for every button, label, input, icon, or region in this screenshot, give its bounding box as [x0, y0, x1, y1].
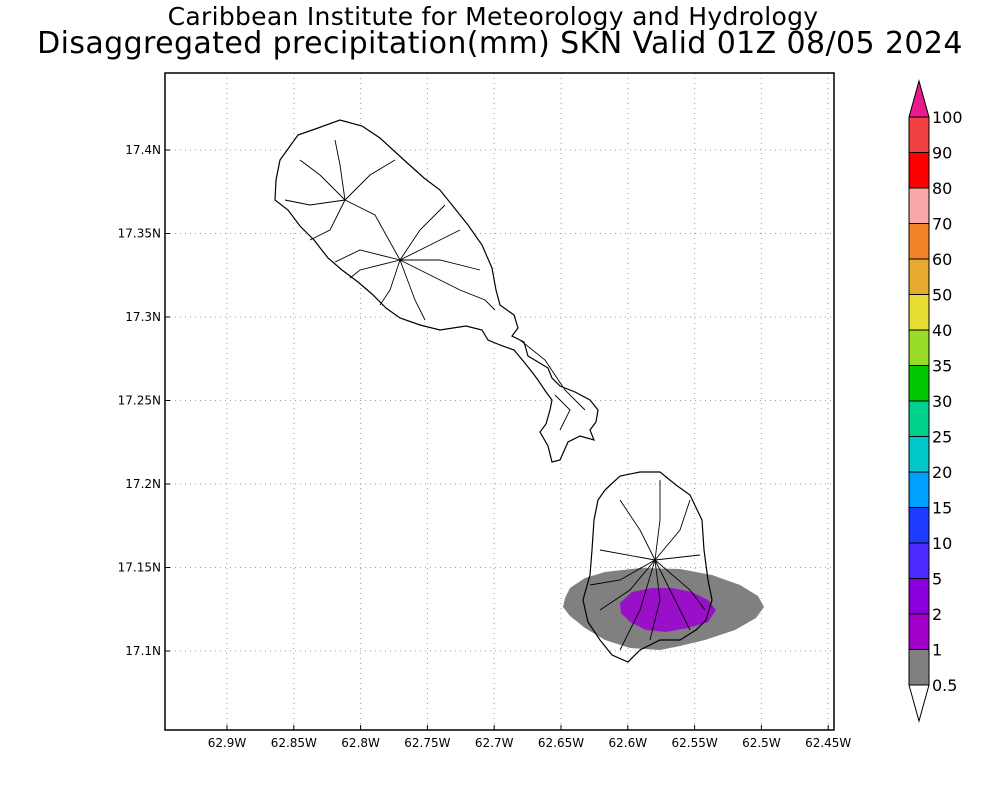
colorbar-label: 20 — [932, 463, 952, 482]
colorbar-segment — [908, 471, 930, 508]
colorbar-over-arrow — [908, 79, 930, 118]
lon-tick-label: 62.5W — [742, 736, 781, 750]
lat-tick-label: 17.4N — [125, 143, 161, 157]
lon-tick-label: 62.45W — [805, 736, 851, 750]
colorbar-segment — [908, 258, 930, 295]
colorbar-label: 100 — [932, 108, 963, 127]
colorbar-label: 90 — [932, 144, 952, 163]
colorbar-segment — [908, 436, 930, 473]
lat-tick-label: 17.25N — [118, 394, 161, 408]
colorbar-segment — [908, 365, 930, 402]
colorbar-label: 60 — [932, 250, 952, 269]
colorbar-label: 30 — [932, 392, 952, 411]
colorbar-label: 5 — [932, 570, 942, 589]
chart-title-line2: Disaggregated precipitation(mm) SKN Vali… — [37, 26, 963, 61]
colorbar-segment — [908, 649, 930, 686]
colorbar-segment — [908, 578, 930, 615]
lon-tick-label: 62.65W — [538, 736, 584, 750]
colorbar-segment — [908, 507, 930, 544]
colorbar-segment — [908, 187, 930, 224]
colorbar-label: 50 — [932, 286, 952, 305]
colorbar-under-arrow — [908, 684, 930, 723]
st-kitts-island — [274, 119, 599, 463]
nevis-island — [582, 471, 713, 663]
chart-title-line1: Caribbean Institute for Meteorology and … — [167, 2, 819, 31]
colorbar-segment — [908, 294, 930, 331]
colorbar-segment — [908, 613, 930, 650]
lat-tick-label: 17.2N — [125, 477, 161, 491]
colorbar-label: 25 — [932, 428, 952, 447]
colorbar-segment — [908, 400, 930, 437]
lat-tick-label: 17.3N — [125, 310, 161, 324]
map-frame — [164, 72, 835, 731]
precip-area-high — [620, 588, 716, 632]
colorbar-label: 40 — [932, 321, 952, 340]
lon-tick-label: 62.75W — [404, 736, 450, 750]
colorbar-label: 0.5 — [932, 676, 957, 695]
lat-tick-label: 17.35N — [118, 227, 161, 241]
colorbar: 100 90 80 70 60 50 40 35 30 25 20 15 10 5 2 1 0.5 — [908, 79, 963, 723]
nevis-outline — [582, 471, 713, 663]
map-gridlines — [165, 73, 834, 730]
precipitation-shading — [563, 568, 764, 650]
lon-tick-label: 62.7W — [475, 736, 514, 750]
colorbar-label: 70 — [932, 215, 952, 234]
lat-tick-label: 17.1N — [125, 644, 161, 658]
lon-tick-label: 62.85W — [271, 736, 317, 750]
lon-tick-label: 62.55W — [671, 736, 717, 750]
colorbar-label: 15 — [932, 499, 952, 518]
colorbar-label: 10 — [932, 534, 952, 553]
colorbar-segment — [908, 152, 930, 189]
colorbar-segment — [908, 542, 930, 579]
lon-tick-label: 62.8W — [341, 736, 380, 750]
colorbar-segment — [908, 329, 930, 366]
colorbar-segment — [908, 223, 930, 260]
lon-tick-label: 62.9W — [208, 736, 247, 750]
st-kitts-outline — [274, 119, 599, 463]
colorbar-label: 80 — [932, 179, 952, 198]
colorbar-segment — [908, 116, 930, 153]
colorbar-label: 2 — [932, 605, 942, 624]
colorbar-label: 35 — [932, 357, 952, 376]
map-axis-labels: 17.4N 17.35N 17.3N 17.25N 17.2N 17.15N 17.1N 62… — [118, 143, 852, 750]
lon-tick-label: 62.6W — [609, 736, 648, 750]
colorbar-label: 1 — [932, 641, 942, 660]
lat-tick-label: 17.15N — [118, 561, 161, 575]
